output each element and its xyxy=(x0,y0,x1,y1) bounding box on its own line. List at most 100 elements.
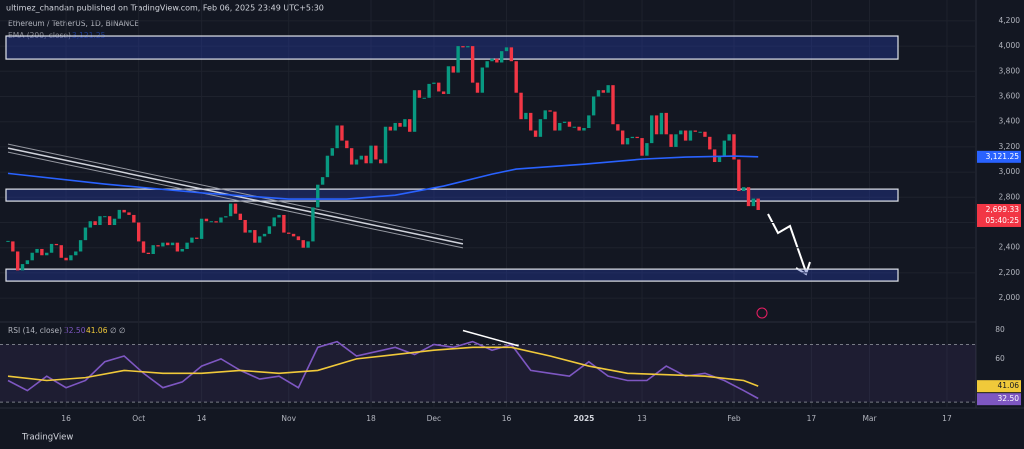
candle xyxy=(611,85,615,125)
candle xyxy=(345,140,349,149)
candle xyxy=(59,245,63,258)
rsi-ma-box xyxy=(977,380,1021,393)
candle xyxy=(558,122,562,131)
y-tick-label: 2,400 xyxy=(999,243,1021,252)
candle xyxy=(538,119,543,137)
candle xyxy=(490,58,494,62)
zone xyxy=(5,268,899,282)
candle xyxy=(470,46,475,83)
candle xyxy=(243,219,247,233)
y-tick-label: 3,000 xyxy=(999,167,1021,176)
rsi-band xyxy=(0,344,976,403)
y-tick-label: 3,200 xyxy=(999,142,1021,151)
candle xyxy=(432,82,436,84)
candle xyxy=(15,251,20,271)
candle xyxy=(659,112,664,135)
candle xyxy=(340,125,344,141)
candle xyxy=(267,226,272,234)
candle xyxy=(204,218,209,222)
ema-line xyxy=(7,155,759,200)
candle xyxy=(393,122,397,131)
candle xyxy=(514,61,518,93)
candle xyxy=(88,221,92,228)
candle xyxy=(151,245,155,254)
candle xyxy=(572,126,576,128)
candle xyxy=(20,264,25,271)
candle xyxy=(388,126,393,131)
candle xyxy=(504,47,509,52)
candle xyxy=(417,90,422,98)
candle xyxy=(596,90,601,97)
candle xyxy=(330,148,334,156)
candle xyxy=(122,209,126,213)
candle xyxy=(287,232,291,234)
y-tick-label: 2,000 xyxy=(999,293,1021,302)
candle xyxy=(408,119,412,132)
rsi-tick-label: 60 xyxy=(995,354,1005,363)
candle xyxy=(185,242,189,249)
ema-price-label: 3,121.25 xyxy=(986,152,1020,161)
candle xyxy=(427,83,431,98)
x-tick-label: 2025 xyxy=(574,414,595,423)
candle xyxy=(683,130,688,141)
candle xyxy=(378,159,383,164)
y-tick-label: 3,600 xyxy=(999,92,1021,101)
candle xyxy=(74,251,78,256)
trendline xyxy=(7,151,464,249)
x-tick-label: 13 xyxy=(637,414,647,423)
candle xyxy=(369,145,373,164)
candle xyxy=(606,85,610,93)
candle xyxy=(737,159,741,191)
candle xyxy=(11,241,15,252)
y-tick-label: 3,800 xyxy=(999,66,1021,75)
candle xyxy=(495,58,499,63)
candle xyxy=(248,230,252,233)
x-tick-label: 17 xyxy=(942,414,952,423)
candle xyxy=(630,136,635,139)
x-tick-label: Oct xyxy=(132,414,145,423)
candle xyxy=(451,66,455,73)
candle xyxy=(277,214,281,218)
candle xyxy=(645,143,649,156)
candle xyxy=(727,134,731,141)
candle xyxy=(238,213,243,220)
candle xyxy=(214,221,218,223)
rsi-tick-label: 80 xyxy=(995,325,1005,334)
symbol: Ethereum / TetherUS, 1D, BINANCE xyxy=(8,19,140,28)
candle xyxy=(40,248,44,256)
candle xyxy=(475,82,480,93)
candle xyxy=(398,122,402,127)
candle xyxy=(441,91,446,94)
candle xyxy=(654,115,659,135)
candle xyxy=(485,61,489,68)
candle xyxy=(132,214,136,223)
candle xyxy=(412,90,417,132)
y-tick-label: 2,200 xyxy=(999,268,1021,277)
candle xyxy=(219,217,223,223)
candle xyxy=(383,126,388,164)
rsi-line xyxy=(7,340,759,400)
x-tick-label: Nov xyxy=(281,414,296,423)
candle xyxy=(751,198,756,207)
candle xyxy=(354,159,359,165)
candle xyxy=(54,243,59,246)
y-tick-label: 3,400 xyxy=(999,117,1021,126)
rsi-ma-label: 41.06 xyxy=(998,381,1020,390)
candle xyxy=(591,96,596,116)
candle xyxy=(282,214,286,233)
candle xyxy=(359,155,364,160)
candle xyxy=(64,257,68,261)
candle xyxy=(166,242,170,246)
candle xyxy=(461,46,465,48)
candle xyxy=(35,248,39,253)
candle xyxy=(717,156,722,163)
rsi-ma-line xyxy=(7,346,759,387)
x-tick-label: 14 xyxy=(197,414,207,423)
candle xyxy=(548,110,552,112)
candle xyxy=(669,134,673,147)
ema-price-box xyxy=(977,150,1021,163)
candle xyxy=(209,221,213,223)
candle xyxy=(296,236,301,241)
trendline xyxy=(7,143,464,241)
candle xyxy=(98,216,102,226)
